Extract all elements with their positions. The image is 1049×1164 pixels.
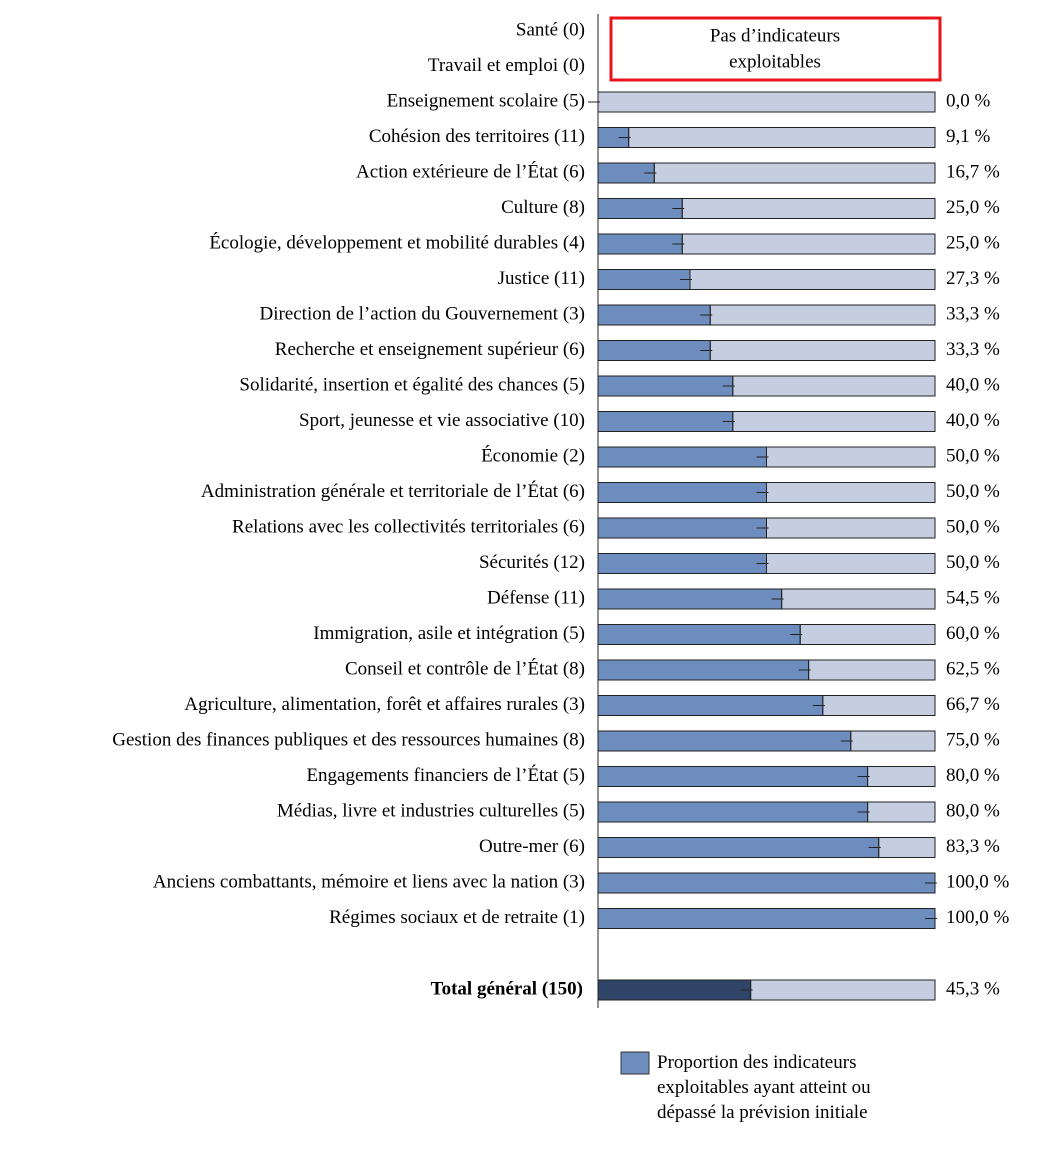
value-label: 9,1 %: [946, 126, 991, 147]
bar: [597, 979, 752, 1001]
y-tick-label: Outre-mer (6): [479, 836, 585, 857]
bar-background: [597, 127, 936, 148]
y-tick-label: Engagements financiers de l’État (5): [306, 764, 585, 786]
value-label: 16,7 %: [946, 161, 1000, 182]
value-label: 25,0 %: [946, 197, 1000, 218]
bar: [597, 872, 936, 894]
y-tick-label: Médias, livre et industries culturelles …: [277, 800, 585, 821]
value-label: 40,0 %: [946, 410, 1000, 431]
bar: [597, 588, 783, 610]
y-tick-label: Direction de l’action du Gouvernement (3…: [259, 303, 585, 324]
bar: [597, 411, 734, 432]
bar: [597, 198, 683, 219]
value-label: 100,0 %: [946, 871, 1010, 892]
y-tick-label: Justice (11): [498, 268, 585, 289]
value-label: 66,7 %: [946, 694, 1000, 715]
bar: [597, 340, 711, 361]
value-label: 40,0 %: [946, 374, 1000, 395]
bar: [597, 233, 683, 255]
bar-background: [597, 91, 936, 113]
value-label: 25,0 %: [946, 232, 1000, 253]
value-label: 80,0 %: [946, 800, 1000, 821]
y-tick-label: Culture (8): [501, 197, 585, 218]
value-label: 75,0 %: [946, 729, 1000, 750]
annotation: Pas d’indicateurs: [710, 25, 840, 46]
y-tick-label: Immigration, asile et intégration (5): [313, 623, 585, 644]
value-label: 27,3 %: [946, 268, 1000, 289]
y-tick-label: Écologie, développement et mobilité dura…: [209, 231, 585, 253]
y-tick-label: Cohésion des territoires (11): [369, 126, 585, 147]
value-label: 33,3 %: [946, 339, 1000, 360]
y-tick-label: Défense (11): [487, 587, 585, 608]
bar: [597, 446, 767, 468]
annotation-box: [609, 16, 942, 82]
y-tick-label: Enseignement scolaire (5): [387, 90, 585, 111]
value-label: 62,5 %: [946, 658, 1000, 679]
value-label: 45,3 %: [946, 978, 1000, 999]
value-label: 50,0 %: [946, 516, 1000, 537]
bar: [597, 730, 852, 752]
value-label: 54,5 %: [946, 587, 1000, 608]
bar: [597, 908, 936, 929]
y-tick-label: Économie (2): [481, 444, 585, 466]
y-tick-label: Régimes sociaux et de retraite (1): [329, 907, 585, 928]
value-label: 0,0 %: [946, 90, 991, 111]
bar: [597, 375, 734, 397]
y-tick-label: Administration générale et territoriale …: [201, 480, 585, 502]
bar: [597, 517, 767, 539]
bar: [597, 801, 869, 823]
y-tick-label: Relations avec les collectivités territo…: [232, 516, 585, 537]
value-label: 60,0 %: [946, 623, 1000, 644]
y-tick-label: Sécurités (12): [479, 552, 585, 573]
legend-label: Proportion des indicateurs exploitables …: [657, 1052, 871, 1123]
bar: [597, 695, 824, 716]
y-tick-label: Agriculture, alimentation, forêt et affa…: [184, 694, 585, 715]
bar: [597, 659, 810, 681]
y-tick-label: Conseil et contrôle de l’État (8): [345, 657, 585, 679]
y-tick-label: Santé (0): [516, 19, 585, 40]
value-label: 80,0 %: [946, 765, 1000, 786]
value-label: 33,3 %: [946, 303, 1000, 324]
legend-swatch: [620, 1051, 650, 1075]
bar: [597, 766, 869, 787]
y-tick-label: Anciens combattants, mémoire et liens av…: [153, 871, 585, 892]
y-tick-label: Total général (150): [431, 978, 583, 999]
y-tick-label: Sport, jeunesse et vie associative (10): [299, 410, 585, 431]
value-label: 100,0 %: [946, 907, 1010, 928]
value-label: 50,0 %: [946, 552, 1000, 573]
bar: [597, 482, 767, 503]
bar: [597, 304, 711, 326]
value-label: 50,0 %: [946, 481, 1000, 502]
y-tick-label: Solidarité, insertion et égalité des cha…: [239, 374, 585, 395]
value-label: 50,0 %: [946, 445, 1000, 466]
y-tick-label: Recherche et enseignement supérieur (6): [275, 339, 585, 360]
bar: [597, 624, 801, 645]
value-label: 83,3 %: [946, 836, 1000, 857]
y-tick-label: Gestion des finances publiques et des re…: [112, 729, 585, 750]
annotation: exploitables: [729, 51, 821, 72]
bar: [597, 837, 880, 858]
bar: [597, 553, 767, 574]
y-tick-label: Travail et emploi (0): [428, 55, 585, 76]
y-tick-label: Action extérieure de l’État (6): [356, 160, 585, 182]
bar: [597, 269, 691, 290]
